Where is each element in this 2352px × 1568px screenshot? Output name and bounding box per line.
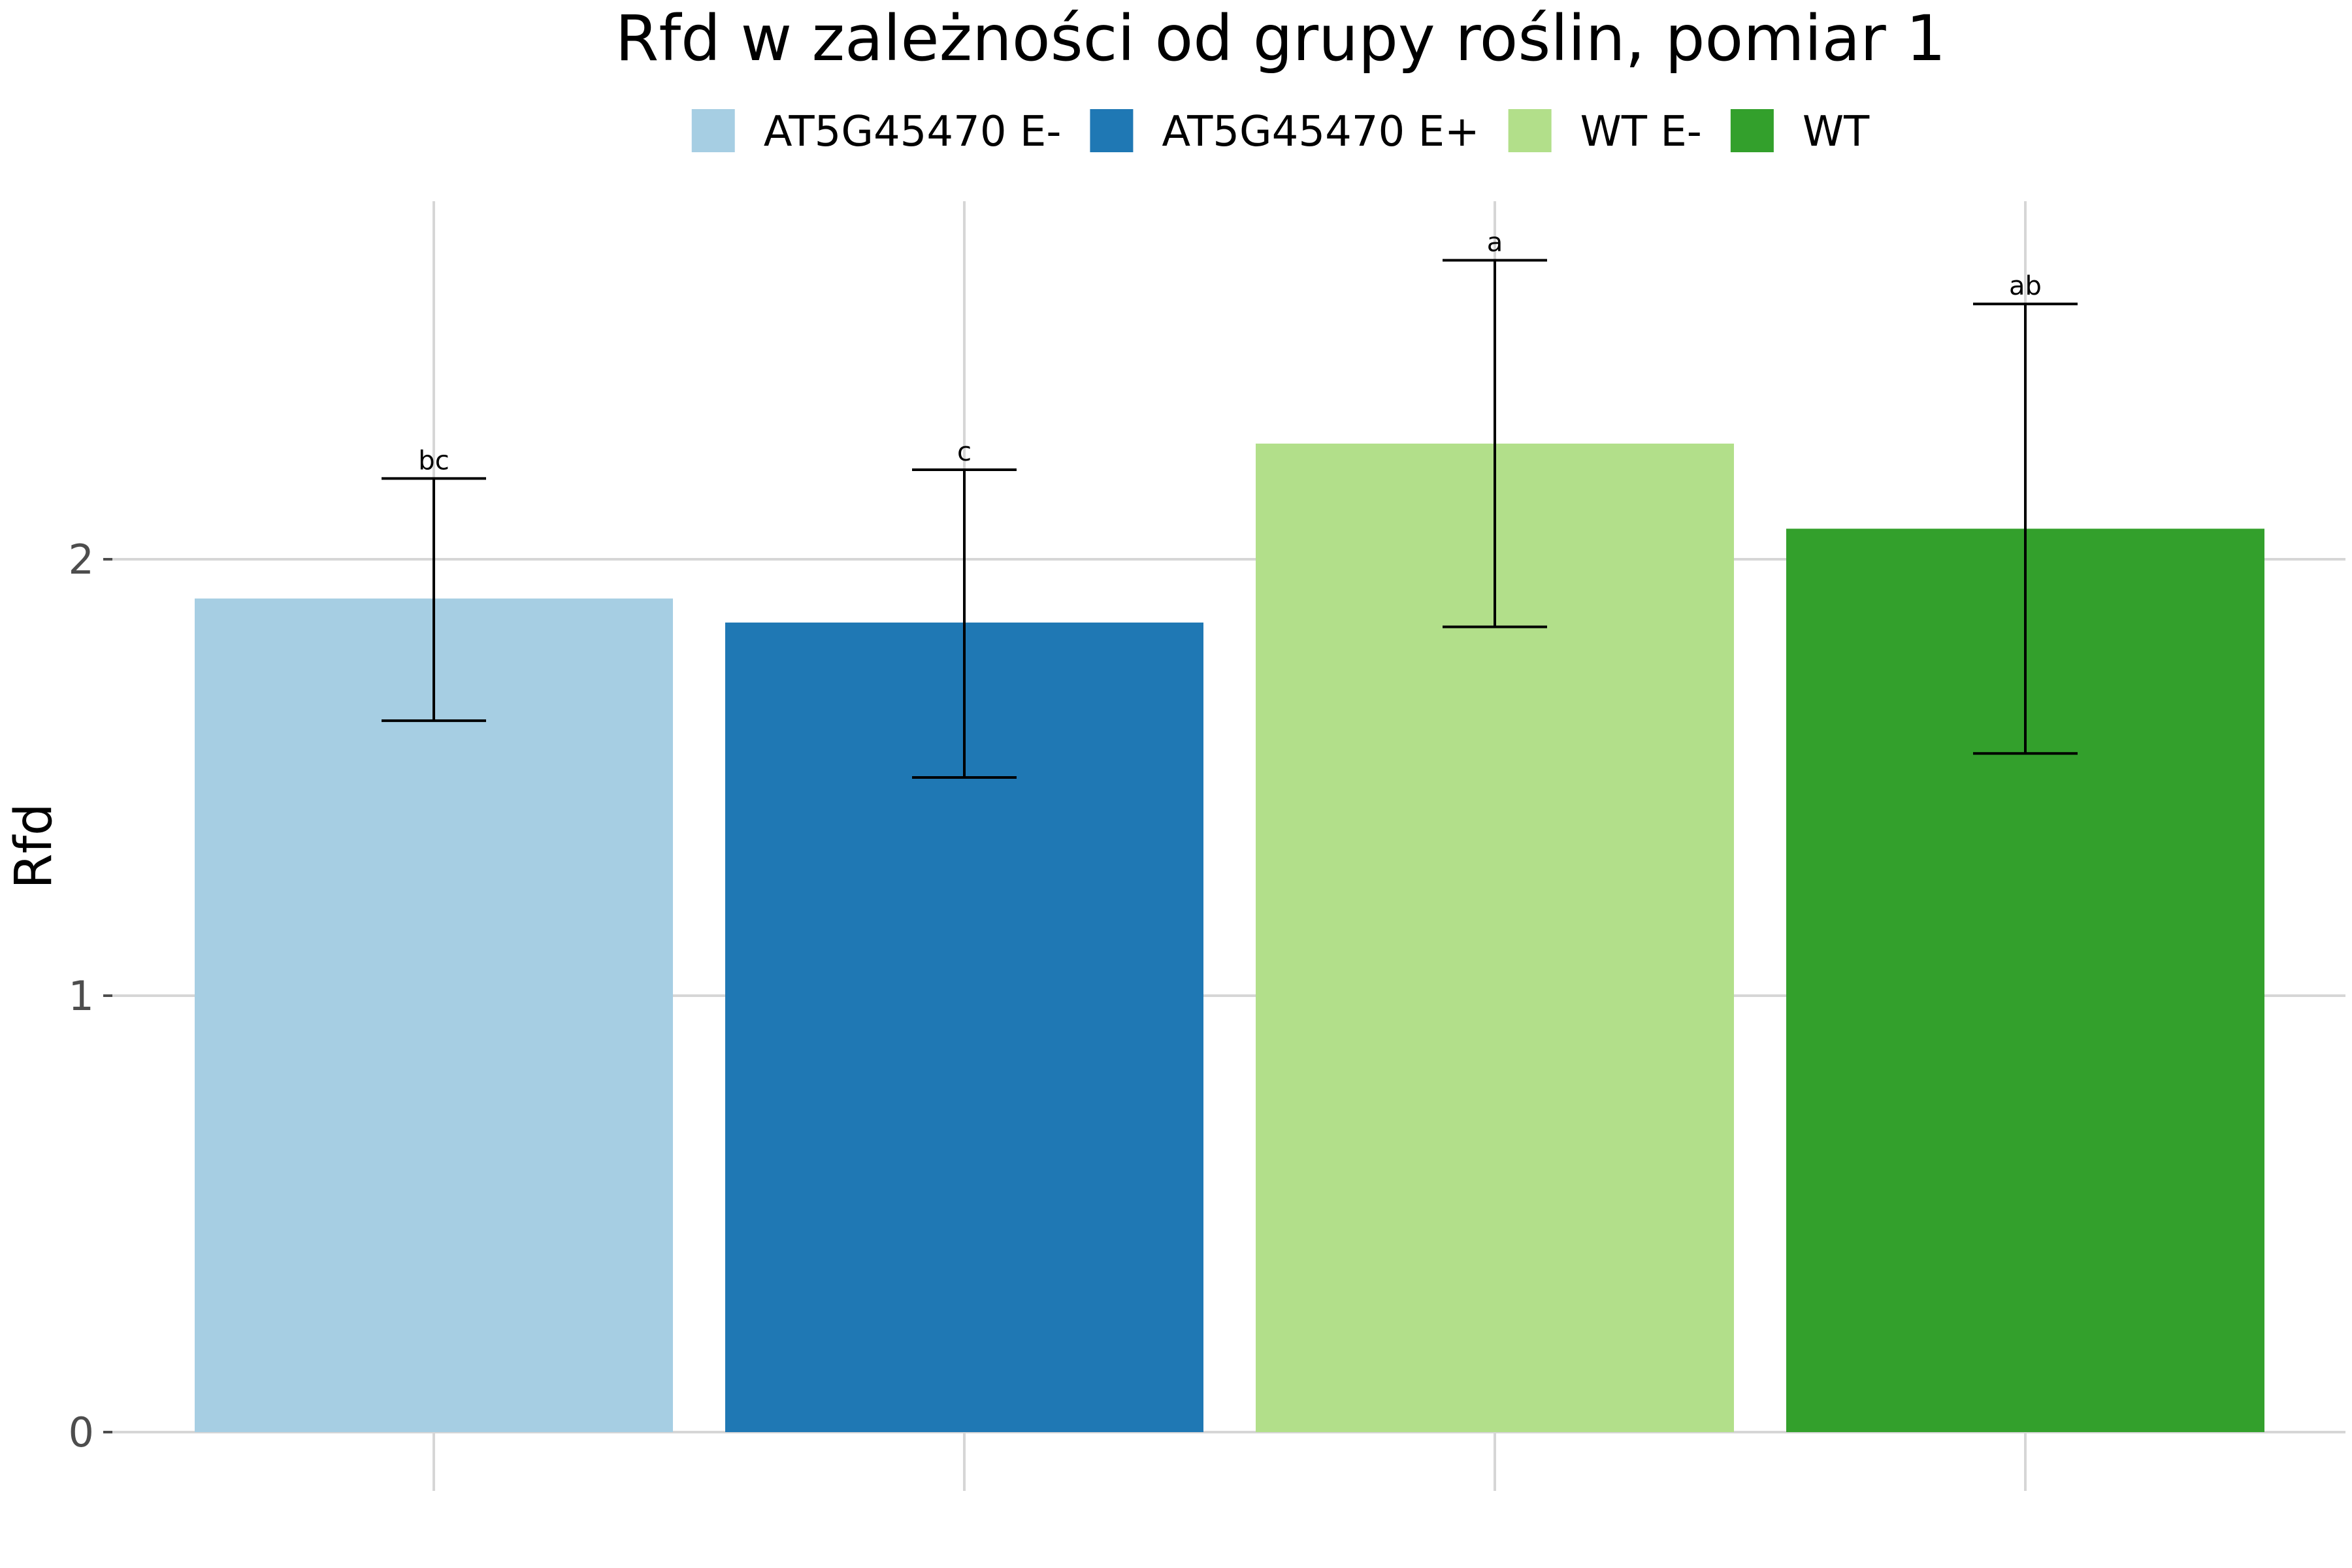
y-axis-label: Rfd <box>5 803 63 889</box>
legend-item-4: WT <box>1730 108 1870 156</box>
legend-key-3 <box>1508 109 1552 152</box>
legend-label-2: AT5G45470 E+ <box>1162 108 1479 156</box>
significance-labels: bc c a ab <box>418 227 2042 476</box>
significance-label-2: c <box>957 437 972 467</box>
legend-item-2: AT5G45470 E+ <box>1090 108 1480 156</box>
legend-label-1: AT5G45470 E- <box>764 108 1062 156</box>
error-bars <box>382 259 2078 779</box>
legend-label-3: WT E- <box>1580 108 1702 156</box>
y-axis: 0 1 2 <box>69 536 112 1456</box>
error-bar-2 <box>912 468 1017 779</box>
legend: AT5G45470 E- AT5G45470 E+ WT E- WT <box>691 108 1870 156</box>
error-bar-1 <box>382 477 486 723</box>
bars <box>195 443 2264 1432</box>
significance-label-1: bc <box>418 446 449 476</box>
error-bar-3 <box>1443 259 1547 629</box>
significance-label-3: a <box>1487 227 1503 257</box>
legend-key-4 <box>1730 109 1774 152</box>
legend-label-4: WT <box>1803 108 1870 156</box>
legend-key-2 <box>1090 109 1134 152</box>
legend-item-1: AT5G45470 E- <box>691 108 1062 156</box>
legend-item-3: WT E- <box>1508 108 1702 156</box>
legend-key-1 <box>691 109 735 152</box>
chart-title: Rfd w zależności od grupy roślin, pomiar… <box>615 2 1946 75</box>
y-tick-label-2: 2 <box>69 536 94 583</box>
bar-1 <box>195 598 673 1432</box>
y-tick-label-1: 1 <box>69 972 94 1020</box>
significance-label-4: ab <box>2009 271 2042 301</box>
error-bar-4 <box>1973 302 2078 755</box>
y-tick-label-0: 0 <box>69 1409 94 1456</box>
